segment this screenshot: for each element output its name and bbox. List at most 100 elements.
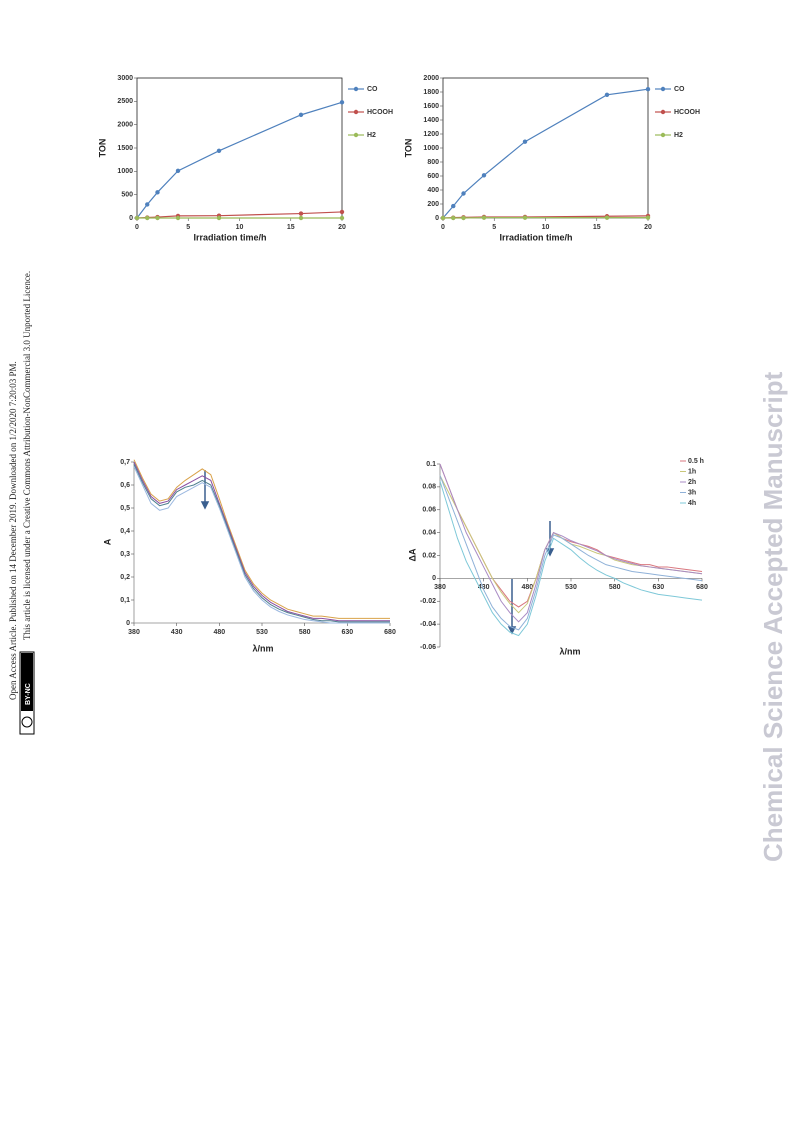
y-tick-label: 1200 <box>423 131 439 138</box>
point <box>298 112 304 118</box>
y-tick-label: 400 <box>427 187 439 194</box>
y-tick-label: 200 <box>427 201 439 208</box>
legend-marker <box>660 109 666 115</box>
point <box>604 215 610 220</box>
y-tick-label: 1000 <box>423 145 439 152</box>
x-tick-label: 5 <box>492 224 496 231</box>
x-tick-label: 630 <box>652 584 664 591</box>
legend-marker <box>353 132 359 138</box>
point <box>522 215 528 220</box>
x-axis-label: Irradiation time/h <box>499 232 572 242</box>
y-tick-label: 500 <box>121 192 133 199</box>
point <box>645 215 651 220</box>
legend-label: CO <box>674 86 685 93</box>
x-tick-label: 15 <box>287 224 295 231</box>
y-tick-label: 0 <box>129 215 133 222</box>
x-tick-label: 430 <box>171 629 183 636</box>
chart: 0 200 400 600 800 1000 1200 1400 1600 1800 2000 0 5 1… <box>403 75 700 243</box>
arrows <box>200 470 555 635</box>
legend-marker <box>660 132 666 138</box>
x-tick-label: 380 <box>128 629 140 636</box>
y-tick-label: 1500 <box>117 145 133 152</box>
legend-label: HCOOH <box>367 109 393 116</box>
x-tick-label: 5 <box>186 224 190 231</box>
legend-label: 2h <box>688 479 696 486</box>
y-tick-label: 0,7 <box>120 459 130 466</box>
series-line <box>136 101 343 219</box>
y-tick-label: -0.02 <box>420 598 436 605</box>
x-tick-label: 20 <box>644 224 652 231</box>
x-tick-label: 0 <box>441 224 445 231</box>
x-tick-label: 20 <box>338 224 346 231</box>
point <box>175 168 181 174</box>
x-tick-label: 10 <box>236 224 244 231</box>
series-line <box>133 461 390 622</box>
point <box>481 173 487 178</box>
y-tick-label: 0.08 <box>422 484 436 491</box>
point <box>645 87 651 92</box>
y-tick-label: -0.04 <box>420 621 436 628</box>
y-tick-label: 0.06 <box>422 507 436 514</box>
y-tick-label: 0 <box>432 575 436 582</box>
legend-marker <box>660 86 666 92</box>
point <box>522 139 528 144</box>
point <box>216 215 222 221</box>
y-tick-label: 2000 <box>117 122 133 129</box>
x-tick-label: 15 <box>593 224 601 231</box>
y-tick-label: 600 <box>427 173 439 180</box>
point <box>145 202 150 207</box>
point <box>461 191 466 196</box>
x-tick-label: 10 <box>542 224 550 231</box>
y-tick-label: 0.1 <box>426 461 436 468</box>
legend-marker <box>353 86 359 92</box>
plot-frame <box>442 77 649 219</box>
x-tick-label: 380 <box>434 584 446 591</box>
y-tick-label: 1800 <box>423 89 439 96</box>
watermark: Chemical Science Accepted Manuscript <box>758 371 788 862</box>
point <box>155 215 160 221</box>
point <box>298 215 304 221</box>
point <box>451 215 456 221</box>
point <box>604 92 610 98</box>
cc-icon <box>21 716 33 728</box>
cc-badge-dark <box>21 653 33 711</box>
legend-marker <box>353 109 359 115</box>
y-tick-label: 1600 <box>423 103 439 110</box>
y-tick-label: 0,4 <box>120 528 130 535</box>
plot-frame <box>136 77 343 219</box>
x-tick-label: 680 <box>696 584 708 591</box>
point <box>481 215 487 220</box>
x-tick-label: 580 <box>609 584 621 591</box>
legend-label: 0.5 h <box>688 458 704 465</box>
y-tick-label: 0 <box>126 620 130 627</box>
y-tick-label: 3000 <box>117 75 133 82</box>
x-tick-label: 530 <box>256 629 268 636</box>
chart: -0.06 -0.04 -0.02 0 0.02 0.04 0.06 0.08 0.1 380 43… <box>407 458 708 657</box>
x-tick-label: 430 <box>478 584 490 591</box>
y-tick-label: 1400 <box>423 117 439 124</box>
y-tick-label: 800 <box>427 159 439 166</box>
x-tick-label: 480 <box>521 584 533 591</box>
y-tick-label: 0.04 <box>422 529 436 536</box>
point <box>155 190 160 195</box>
x-axis-label: Irradiation time/h <box>193 232 266 242</box>
series-line <box>439 481 703 637</box>
x-tick-label: 480 <box>213 629 225 636</box>
legend-label: 3h <box>688 489 696 496</box>
point <box>451 203 456 209</box>
y-tick-label: 0 <box>435 215 439 222</box>
series-line <box>439 475 703 631</box>
y-tick-label: -0.06 <box>420 644 436 651</box>
y-tick-label: 1000 <box>117 168 133 175</box>
legend-label: 1h <box>688 468 696 475</box>
open-access-note: Open Access Article. Published on 14 Dec… <box>8 361 18 700</box>
arrow-head <box>200 501 210 510</box>
chart: 0 0,1 0,2 0,3 0,4 0,5 0,6 0,7 380 430 480 530 580 630… <box>102 459 396 654</box>
y-tick-label: 0,2 <box>120 574 130 581</box>
y-tick-label: 0,3 <box>120 551 130 558</box>
series-line <box>442 88 649 219</box>
point <box>339 209 345 215</box>
chart: 0 500 1000 1500 2000 2500 3000 0 5 10 15 20 Irradiat… <box>97 75 393 243</box>
x-tick-label: 0 <box>135 224 139 231</box>
